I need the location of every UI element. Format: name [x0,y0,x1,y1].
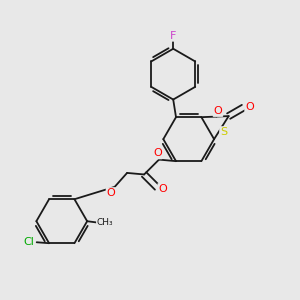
Text: O: O [153,148,162,158]
Text: O: O [106,188,116,198]
Text: Cl: Cl [23,237,34,247]
Text: CH₃: CH₃ [97,218,113,227]
Text: F: F [170,31,176,41]
Text: O: O [245,102,254,112]
Text: O: O [214,106,222,116]
Text: O: O [158,184,167,194]
Text: S: S [220,127,227,137]
